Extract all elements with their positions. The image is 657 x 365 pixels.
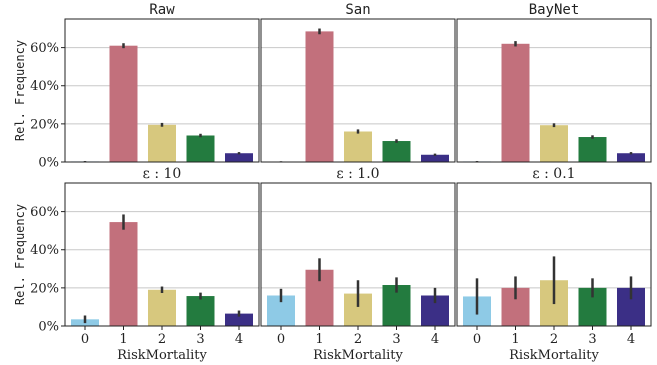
y-axis-label: Rel. Frequency: [13, 40, 27, 141]
panel-2: San: [260, 2, 456, 163]
bar-2: [148, 289, 176, 326]
y-tick-label: 40%: [30, 79, 59, 94]
y-tick-label: 20%: [30, 117, 59, 132]
x-tick-label: 3: [392, 332, 400, 347]
x-axis-label: RiskMortality: [509, 348, 599, 363]
x-tick-label: 0: [473, 332, 481, 347]
bar-4: [225, 313, 253, 326]
x-tick-label: 2: [354, 332, 362, 347]
panel-4: ε : 10 0% 20% 40% 60%Rel. Frequency 0 1 2 3 4 Risk…: [13, 166, 260, 363]
panel-title: Raw: [149, 2, 175, 18]
x-tick-label: 1: [511, 332, 519, 347]
panel-frame: [260, 18, 456, 163]
bar-4: [421, 154, 449, 162]
panel-title: ε : 10: [143, 166, 182, 182]
x-tick-label: 2: [158, 332, 166, 347]
x-tick-label: 4: [235, 332, 243, 347]
bar-1: [109, 45, 138, 163]
y-tick-label: 60%: [30, 41, 59, 56]
bar-4: [225, 153, 253, 162]
x-tick-label: 2: [550, 332, 558, 347]
x-tick-label: 3: [196, 332, 204, 347]
x-tick-label: 0: [277, 332, 285, 347]
panel-5: ε : 1.0 0 1 2 3 4 RiskMortality: [260, 166, 456, 363]
bar-1: [109, 222, 138, 326]
x-axis-label: RiskMortality: [313, 348, 403, 363]
panel-title: ε : 0.1: [532, 166, 575, 182]
x-tick-label: 4: [627, 332, 635, 347]
panel-1: Raw 0% 20% 40% 60%Rel. Frequency: [13, 2, 260, 171]
panel-title: San: [345, 2, 370, 18]
x-tick-label: 0: [81, 332, 89, 347]
bar-4: [617, 153, 645, 162]
x-tick-label: 3: [588, 332, 596, 347]
x-axis-label: RiskMortality: [117, 348, 207, 363]
y-tick-label: 20%: [30, 281, 59, 296]
bar-2: [148, 124, 176, 162]
panel-frame: [64, 18, 260, 163]
y-tick-label: 0%: [38, 156, 59, 171]
bar-3: [382, 141, 411, 162]
panel-frame: [456, 18, 652, 163]
bar-3: [186, 296, 215, 326]
bar-2: [540, 125, 568, 162]
panel-title: ε : 1.0: [336, 166, 379, 182]
panel-6: ε : 0.1 0 1 2 3 4 RiskMortality: [456, 166, 652, 363]
bar-3: [578, 137, 607, 162]
y-tick-label: 0%: [38, 320, 59, 335]
x-tick-label: 1: [315, 332, 323, 347]
y-tick-label: 60%: [30, 205, 59, 220]
panel-title: BayNet: [529, 2, 580, 18]
bar-3: [186, 135, 215, 162]
bar-1: [501, 43, 530, 162]
y-axis-label: Rel. Frequency: [13, 204, 27, 305]
y-tick-label: 40%: [30, 243, 59, 258]
panel-3: BayNet: [456, 2, 652, 163]
x-tick-label: 1: [119, 332, 127, 347]
bar-1: [305, 31, 334, 162]
x-tick-label: 4: [431, 332, 439, 347]
bar-2: [344, 131, 372, 162]
